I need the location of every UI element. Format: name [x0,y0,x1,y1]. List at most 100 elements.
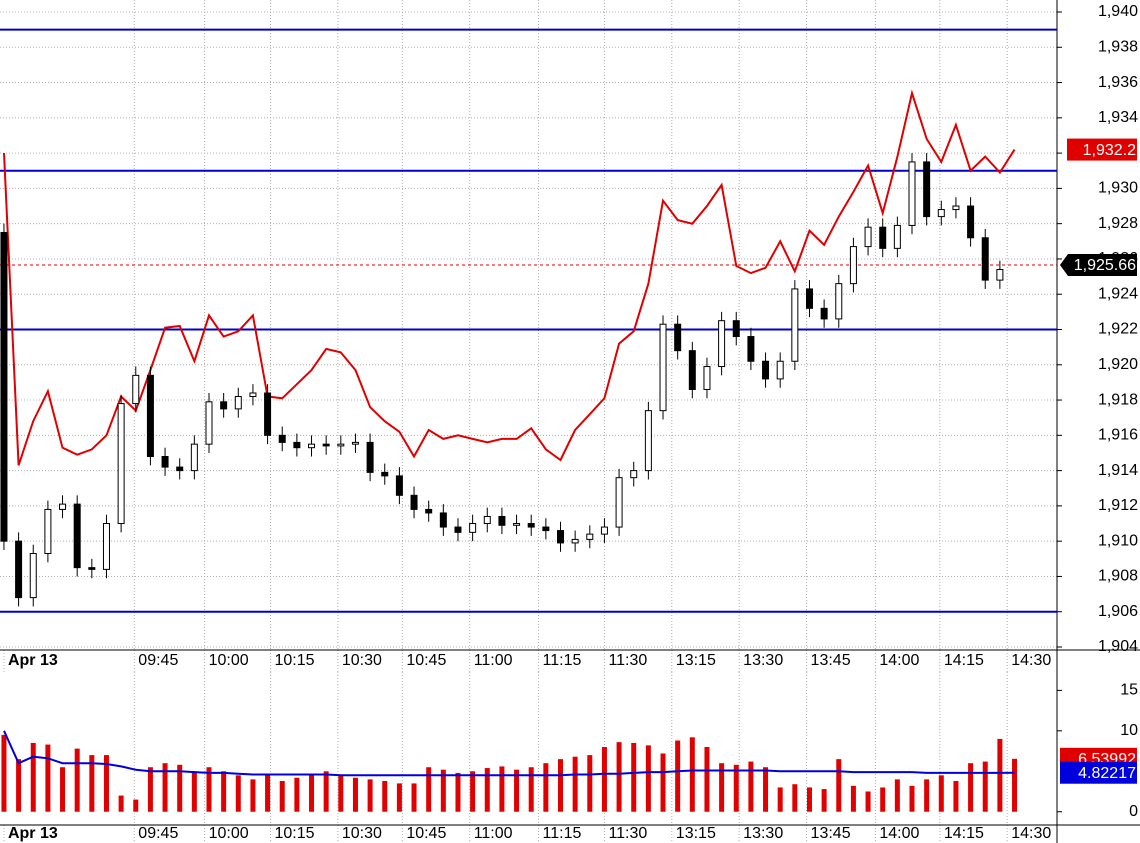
candle-body [703,366,711,390]
volume-bar [221,771,227,812]
volume-bar [396,783,402,812]
volume-bar [645,745,651,812]
candle-body [674,323,682,352]
volume-bar [763,767,769,812]
volume-bar [16,759,22,812]
y-tick-label: 0 [1129,803,1138,820]
candle-body [146,374,154,457]
candle-body [893,224,901,249]
volume-bar [440,769,446,812]
x-tick-label: 14:00 [879,652,919,669]
x-tick-label: 14:00 [879,825,919,842]
x-tick-label: 14:15 [944,825,984,842]
volume-bar [60,767,66,812]
volume-bar [587,755,593,812]
volume-bar [806,787,812,812]
volume-bar [206,767,212,812]
candle-body [366,441,374,473]
volume-bar [865,791,871,812]
candle-body [220,401,228,410]
volume-bar [103,755,109,812]
x-tick-label: Apr 13 [8,652,58,669]
overlay-line [3,89,1016,466]
volume-bar [352,777,358,812]
volume-bar [250,779,256,812]
volume-bar [323,771,329,812]
x-tick-label: 14:30 [1011,825,1051,842]
candle-body [308,443,316,449]
candle-body [805,288,813,309]
volume-bar [45,744,51,812]
candle-body [44,508,52,555]
candle-body [644,410,652,472]
candle-body [542,526,550,532]
overlay-last-label: 1,932.2 [1083,142,1136,159]
x-tick-label: 10:30 [342,825,382,842]
candle-body [15,540,23,599]
volume-bar [675,740,681,812]
average-last-label: 4.82217 [1078,765,1136,782]
candle-body [996,269,1004,281]
candle-body [351,441,359,445]
volume-bar [704,747,710,812]
y-tick-label: 1,940 [1098,3,1138,20]
x-tick-label: 10:00 [209,825,249,842]
candle-body [410,494,418,510]
candle-body [337,443,345,447]
volume-bar [616,742,622,812]
average-line [3,730,1015,777]
volume-bar [162,763,168,812]
candle-body [864,226,872,248]
x-tick-label: 11:15 [543,825,582,842]
candle-body [952,205,960,211]
volume-bar [426,767,432,812]
volume-bar [294,777,300,812]
volume-bar [74,748,80,812]
volume-bar [309,775,315,812]
y-tick-label: 10 [1120,722,1138,739]
candle-body [849,246,857,285]
x-tick-label: 13:15 [676,652,716,669]
volume-bar [30,742,36,812]
average-last-box [1060,761,1137,784]
candle-body [278,434,286,443]
candle-body [791,288,799,362]
y-tick-label: 15 [1120,682,1138,699]
y-tick-label: 1,934 [1098,109,1138,126]
volume-bar [470,771,476,812]
y-tick-label: 1,904 [1098,638,1138,655]
candle-body [249,392,257,398]
volume-bar [601,747,607,812]
x-tick-label: 09:45 [138,652,178,669]
volume-bar [367,779,373,812]
volume-bar [382,780,388,812]
volume-bar [909,785,915,812]
candle-body [483,515,491,525]
candle-body [176,466,184,472]
candle-body [205,401,213,445]
candle-body [820,307,828,320]
y-tick-label: 1,936 [1098,74,1138,91]
volume-bar [484,768,490,812]
x-tick-label: 13:15 [676,825,716,842]
candle-body [659,323,667,412]
candle-body [498,515,506,526]
x-tick-label: 11:00 [474,825,513,842]
volume-bar [689,737,695,812]
candle-body [527,523,535,528]
last-price-label: 1,925.66 [1074,257,1136,274]
volume-bar [572,756,578,812]
candle-body [395,475,403,496]
y-tick-label: 1,920 [1098,356,1138,373]
volume-bar [792,784,798,812]
volume-bar [411,783,417,812]
candle-body [688,350,696,390]
volume-bar [133,799,139,812]
volume-bar [631,742,637,812]
y-tick-label: 1,938 [1098,38,1138,55]
candle-body [747,336,755,362]
x-tick-label: 10:45 [406,825,446,842]
